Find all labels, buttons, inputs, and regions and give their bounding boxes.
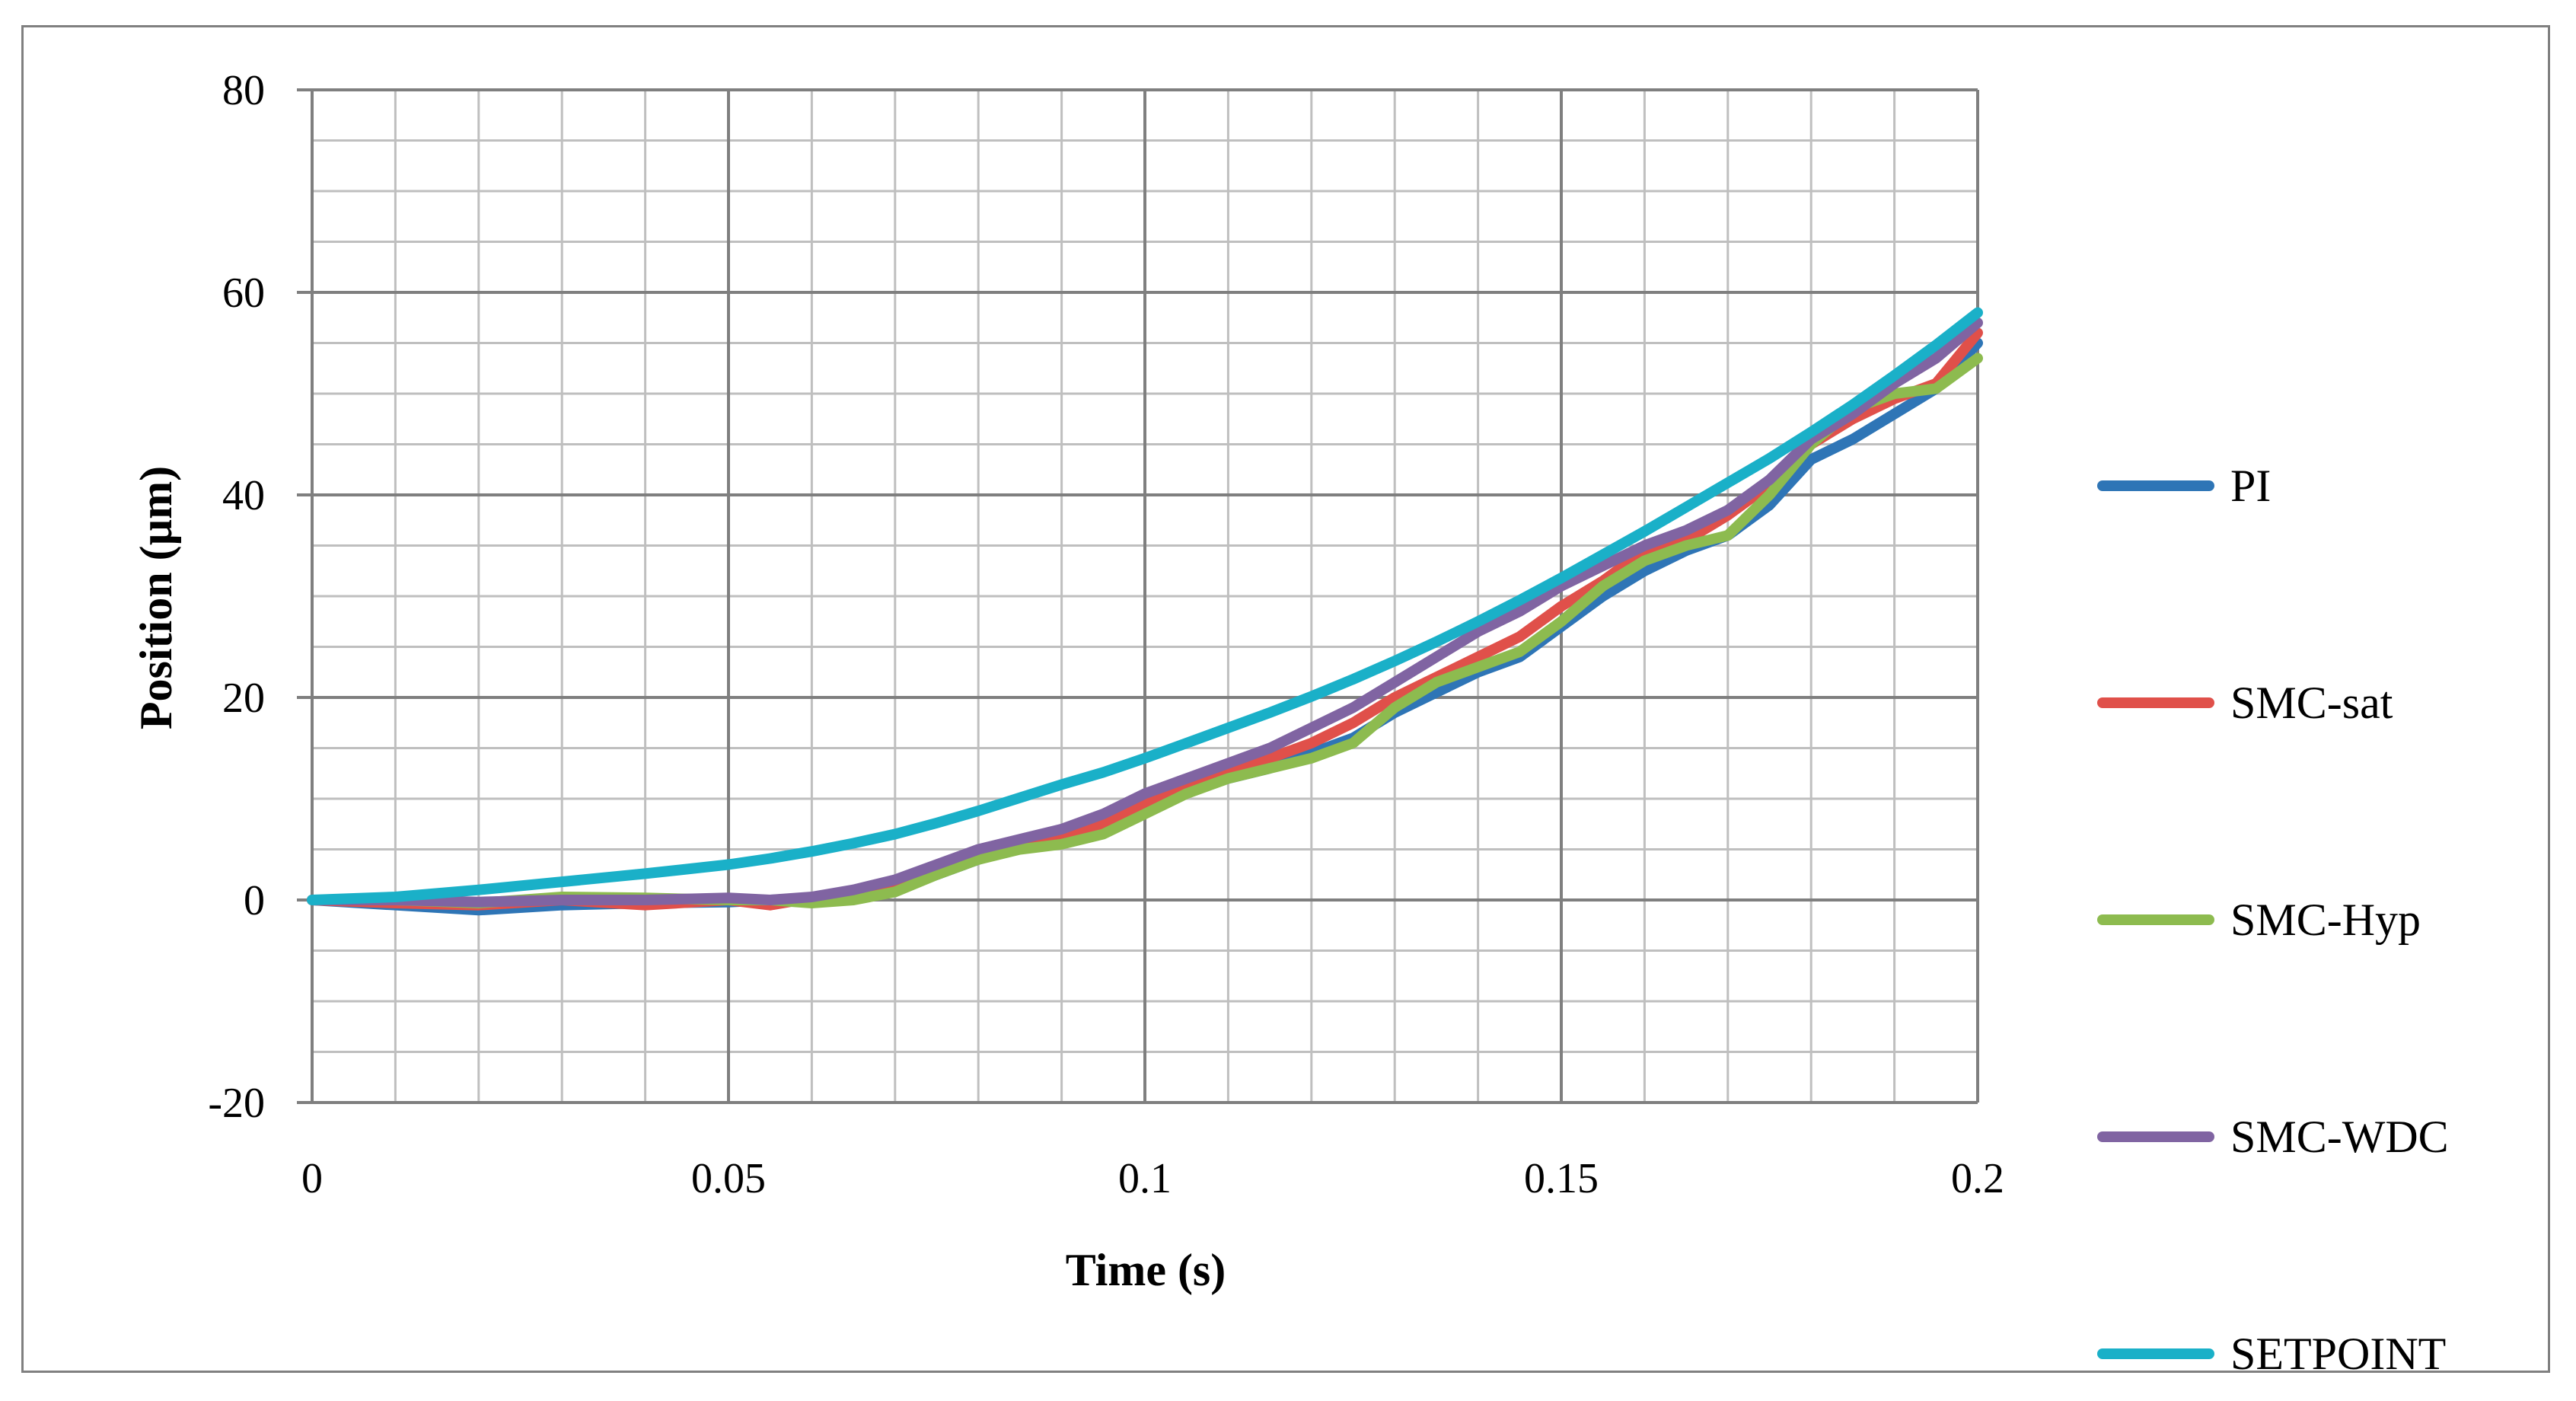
y-tick-label: 0 [244,877,265,924]
y-tick-label: 40 [222,472,265,519]
series-line-setpoint [307,307,1983,905]
y-axis-title: Position (µm) [131,466,181,729]
series-lines [307,307,1983,916]
grid [297,88,1979,1104]
y-tick-label: -20 [208,1080,265,1127]
legend-label-pi: PI [2230,461,2271,511]
y-tick-label: 60 [222,270,265,317]
legend-label-smc-wdc: SMC-WDC [2230,1112,2449,1162]
y-tick-label: 80 [222,67,265,114]
y-tick-label: 20 [222,675,265,722]
legend-label-setpoint: SETPOINT [2230,1329,2446,1379]
x-axis-title: Time (s) [1066,1245,1226,1295]
legend-label-smc-sat: SMC-sat [2230,678,2393,728]
series-line-smc-wdc [307,317,1983,908]
x-tick-label: 0 [301,1155,323,1202]
legend: PI SMC-sat SMC-Hyp SMC-WDC SETPOINT [2097,461,2449,1379]
legend-label-smc-hyp: SMC-Hyp [2230,895,2421,945]
x-tick-label: 0.1 [1118,1155,1172,1202]
x-tick-label: 0.2 [1951,1155,2004,1202]
tick-labels: 0 0.05 0.1 0.15 0.2 -20 0 20 40 60 80 [208,67,2004,1202]
x-tick-label: 0.05 [691,1155,766,1202]
x-tick-label: 0.15 [1524,1155,1599,1202]
